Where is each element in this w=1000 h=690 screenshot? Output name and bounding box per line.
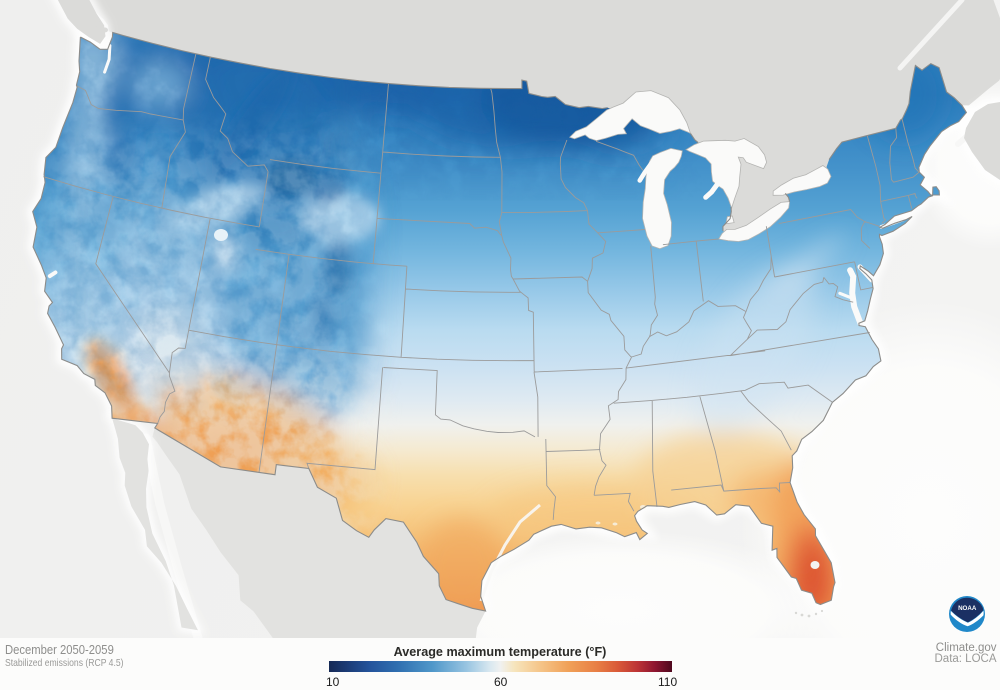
svg-text:NOAA: NOAA — [958, 605, 977, 612]
